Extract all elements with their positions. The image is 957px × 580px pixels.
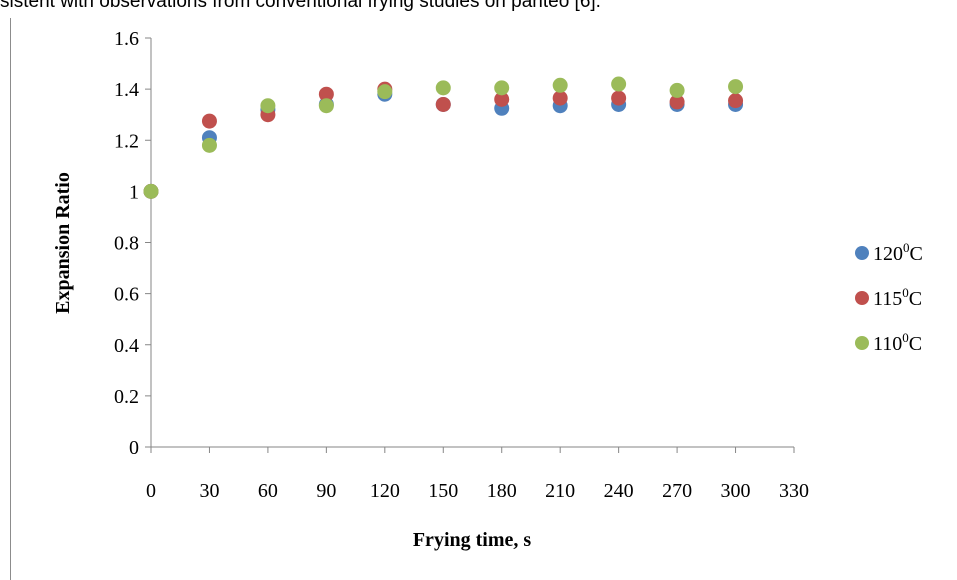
x-tick-label: 300 [721,480,751,502]
legend-label: 1150C [873,285,922,310]
data-point-110 [260,98,276,114]
legend-marker [855,336,869,350]
legend-label: 1100C [873,330,922,355]
legend-marker [855,246,869,260]
axes-group [150,38,794,448]
legend-item-115: 1150C [855,285,922,310]
legend-label: 1200C [873,240,923,265]
x-tick-label: 120 [370,480,400,502]
y-tick-label: 0.4 [114,335,139,357]
data-point-115 [728,93,744,109]
data-point-115 [318,86,334,102]
x-tick-label: 240 [604,480,634,502]
y-tick-label: 0.8 [114,233,139,255]
x-tick-label: 60 [258,480,278,502]
data-point-110 [669,82,685,98]
y-tick-label: 0 [129,437,139,459]
data-point-110 [611,76,627,92]
data-point-110 [435,80,451,96]
data-point-110 [318,98,334,114]
y-tick-label: 0.6 [114,284,139,306]
tick-labels-group: 0 0.2 0.4 0.6 0.8 1 1.2 1.4 1.6 0 30 60 90 120 150 180 2… [114,28,809,502]
x-tick-label: 0 [146,480,156,502]
x-axis-title: Frying time, s [413,529,532,551]
data-point-110 [728,79,744,95]
data-point-110 [201,137,217,153]
data-point-110 [377,84,393,100]
data-point-115 [435,96,451,112]
points-group [143,76,744,199]
x-tick-label: 90 [316,480,336,502]
x-tick-label: 180 [487,480,517,502]
x-tick-label: 270 [662,480,692,502]
data-point-115 [494,91,510,107]
ticks-group [145,37,795,453]
legend-marker [855,291,869,305]
y-axis-title: Expansion Ratio [52,172,74,314]
x-tick-label: 210 [545,480,575,502]
data-point-110 [143,183,159,199]
y-tick-label: 1.4 [114,79,139,101]
data-point-115 [201,113,217,129]
y-tick-label: 1 [129,181,139,203]
x-tick-label: 30 [199,480,219,502]
data-point-115 [552,90,568,106]
document-header-text: sistent with observations from conventio… [0,0,601,12]
legend: 1200C 1150C 1100C [855,240,923,355]
data-point-115 [611,90,627,106]
data-point-110 [552,77,568,93]
chart-frame-border [10,18,11,580]
y-tick-label: 0.2 [114,386,139,408]
y-tick-label: 1.2 [114,130,139,152]
legend-item-110: 1100C [855,330,922,355]
y-tick-label: 1.6 [114,28,139,50]
x-tick-label: 330 [779,480,809,502]
data-point-115 [669,94,685,110]
legend-item-120: 1200C [855,240,923,265]
x-tick-label: 150 [428,480,458,502]
data-point-110 [494,80,510,96]
